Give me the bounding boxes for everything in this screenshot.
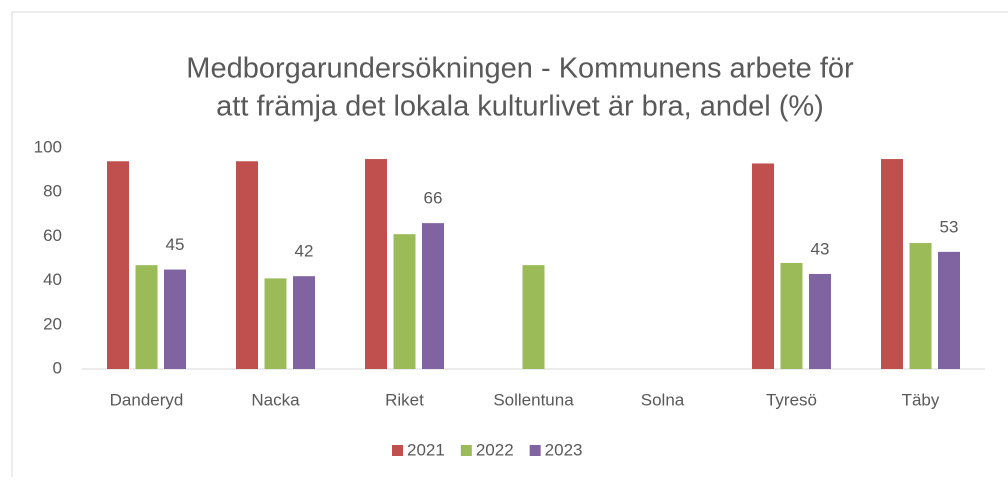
chart-title: Medborgarundersökningen - Kommunens arbe… [186, 53, 854, 85]
y-tick-label: 0 [53, 358, 62, 377]
data-label: 53 [940, 217, 959, 236]
legend-swatch [392, 445, 403, 456]
x-tick-label: Solna [641, 390, 685, 409]
x-tick-label: Täby [902, 390, 940, 409]
bar [135, 265, 158, 369]
bar [365, 159, 387, 369]
x-tick-label: Sollentuna [493, 390, 574, 409]
bar [264, 278, 287, 369]
legend-label: 2021 [407, 440, 445, 459]
y-tick-label: 100 [34, 137, 62, 156]
data-label: 45 [166, 235, 185, 254]
bar [809, 273, 831, 369]
legend-label: 2023 [545, 440, 583, 459]
bar [522, 265, 545, 369]
legend-swatch [460, 445, 472, 456]
data-label: 66 [424, 189, 443, 208]
x-tick-label: Nacka [251, 390, 300, 409]
bar [909, 243, 932, 369]
x-tick-label: Tyresö [766, 390, 817, 409]
bar [938, 251, 960, 369]
bar [752, 163, 774, 369]
y-tick-label: 60 [43, 226, 62, 245]
bar [236, 161, 258, 369]
bar [422, 223, 444, 369]
bar [393, 234, 416, 369]
bar [164, 269, 186, 369]
bar [881, 159, 903, 369]
chart-title: att främja det lokala kulturlivet är bra… [216, 91, 824, 123]
y-tick-label: 40 [43, 270, 62, 289]
x-tick-label: Danderyd [110, 390, 184, 409]
legend-label: 2022 [476, 440, 514, 459]
bar [293, 276, 315, 369]
data-label: 43 [811, 239, 830, 258]
y-tick-label: 20 [43, 314, 62, 333]
bar [107, 161, 129, 369]
chart-frame [11, 11, 1008, 482]
data-label: 42 [295, 242, 314, 261]
legend-swatch [529, 445, 541, 456]
x-tick-label: Riket [385, 390, 424, 409]
y-tick-label: 80 [43, 182, 62, 201]
bar [780, 262, 803, 369]
